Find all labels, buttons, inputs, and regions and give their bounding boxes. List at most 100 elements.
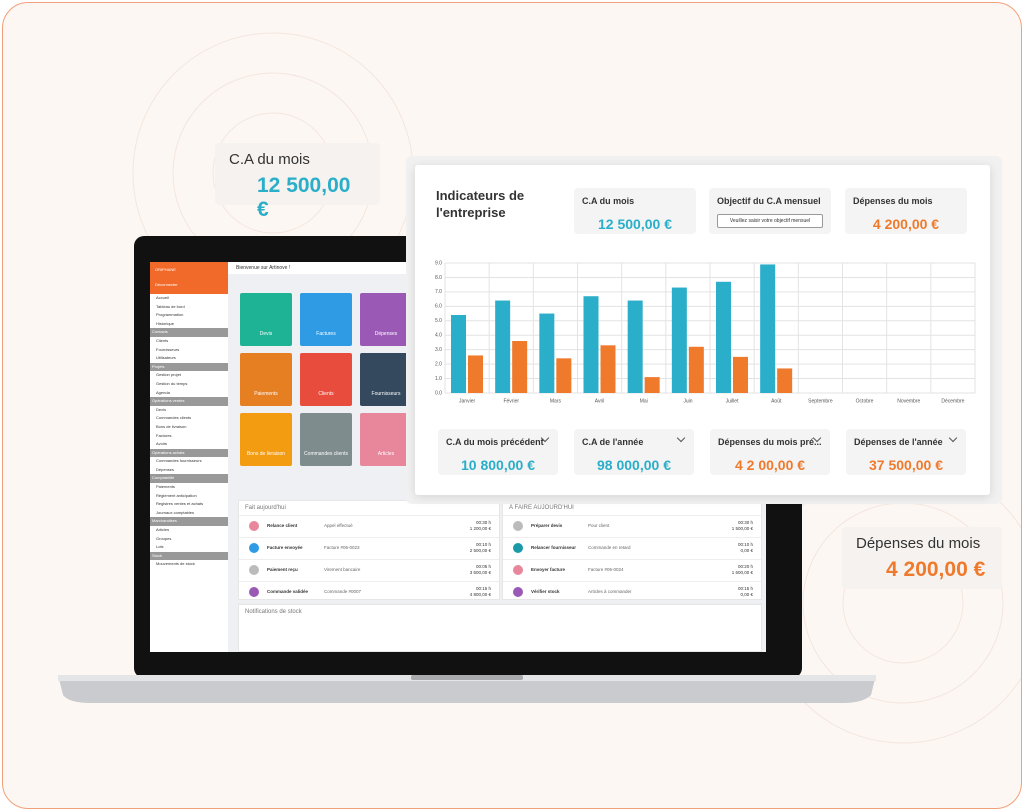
x-tick-label: Septembre	[808, 398, 833, 404]
panel-title: À FAIRE AUJOURD'HUI	[503, 501, 761, 516]
sidebar-item[interactable]: Programmation	[156, 312, 184, 318]
sidebar: Accueil Tableau de bord Programmation Histo…	[150, 294, 228, 652]
sidebar-section[interactable]: Opérations achats	[150, 448, 228, 458]
tile[interactable]: Bons de livraison	[240, 413, 292, 466]
value: 12 500,00 €	[598, 216, 672, 232]
sidebar-item[interactable]: Commandes clients	[156, 415, 192, 421]
value: 4 200,00 €	[872, 216, 940, 232]
sidebar-item[interactable]: Tableau de bord	[156, 303, 185, 309]
sidebar-item[interactable]: Bons de livraison	[156, 423, 187, 429]
sidebar-item[interactable]: Règlement anticipation	[156, 492, 197, 498]
kpi: Dépenses du mois 4 200,00 €	[845, 188, 967, 234]
task-cell: 00:15 h	[475, 586, 491, 591]
y-tick-label: 4.0	[435, 333, 442, 339]
sidebar-item[interactable]: Utilisateurs	[156, 355, 176, 361]
sidebar-item[interactable]: Lots	[156, 544, 164, 550]
x-tick-label: Novembre	[897, 398, 920, 404]
x-tick-label: Août	[771, 398, 782, 404]
bar	[733, 356, 748, 393]
task-cell: Articles à commander	[588, 589, 632, 594]
sidebar-item[interactable]: Paiements	[156, 484, 175, 490]
sidebar-item[interactable]: Gestion projet	[156, 372, 181, 378]
sidebar-item[interactable]: Articles	[156, 527, 170, 533]
task-cell: Virement bancaire	[324, 567, 361, 572]
task-cell: 1 600,00 €	[731, 570, 753, 575]
y-tick-label: 1.0	[435, 376, 442, 382]
task-cell: Commande validée	[267, 589, 309, 594]
dot	[513, 521, 523, 531]
sidebar-item[interactable]: Commandes fournisseurs	[156, 458, 202, 464]
dot	[249, 587, 259, 597]
task-cell: Facture #06-0023	[324, 545, 360, 550]
panel-title: Fait aujourd'hui	[239, 501, 499, 516]
bar	[644, 377, 660, 393]
bar	[600, 345, 616, 393]
y-tick-label: 8.0	[435, 275, 442, 281]
tile[interactable]: Articles	[360, 413, 412, 466]
task-cell: 00:30 h	[737, 520, 753, 525]
objective-input[interactable]: Veuillez saisir votre objectif mensuel	[717, 214, 823, 228]
sidebar-item[interactable]: Fournisseurs	[156, 346, 180, 352]
value: 4 200,00 €	[886, 558, 986, 581]
bar	[671, 287, 687, 393]
tile[interactable]: Fournisseurs	[360, 353, 412, 406]
sidebar-item[interactable]: Accueil	[156, 295, 169, 300]
sidebar-item[interactable]: Journaux comptables	[156, 509, 195, 515]
task-cell: Appel effectué	[324, 523, 353, 528]
task-cell: 0,00 €	[740, 548, 753, 553]
x-tick-label: Juin	[683, 398, 692, 404]
sidebar-section[interactable]: Projets	[150, 362, 228, 372]
sidebar-item[interactable]: Avoirs	[156, 441, 168, 447]
sidebar-item[interactable]: Gestion du temps	[156, 380, 188, 386]
tile[interactable]: Dépenses	[360, 293, 412, 346]
bar-chart: 0.0 1.0 2.0 3.0 4.0 5.0 6.0 7.0 8.0 9.0 Janvier Fév…	[435, 260, 976, 404]
brand: ORIPHANE Déconnecter	[150, 262, 228, 294]
value: 4 2 00,00 €	[734, 457, 806, 473]
bar	[688, 346, 704, 393]
sidebar-section[interactable]: Stock	[150, 551, 228, 561]
task-cell: 2 500,00 €	[469, 548, 491, 553]
tile[interactable]: Devis	[240, 293, 292, 346]
sidebar-item[interactable]: Registres ventes et achats	[156, 501, 204, 507]
dashboard-title: Indicateurs de l'entreprise	[436, 188, 525, 220]
sidebar-item[interactable]: Historique	[156, 320, 175, 326]
y-tick-label: 5.0	[435, 318, 442, 324]
y-tick-label: 0.0	[435, 390, 442, 396]
sidebar-item[interactable]: Mouvements de stock	[156, 561, 195, 567]
sidebar-item[interactable]: Clients	[156, 337, 169, 343]
bar	[760, 264, 776, 393]
sidebar-section[interactable]: Marchandises	[150, 517, 228, 527]
tile[interactable]: Clients	[300, 353, 352, 406]
task-cell: Commande en retard	[588, 545, 631, 550]
y-tick-label: 3.0	[435, 347, 442, 353]
x-tick-label: Avril	[595, 398, 605, 404]
value: 10 800,00 €	[461, 457, 535, 473]
label: C.A du mois précédent	[446, 437, 544, 447]
task-cell: Relance client	[267, 523, 298, 528]
sidebar-item[interactable]: Devis	[156, 406, 167, 412]
sidebar-item[interactable]: Groupes	[156, 535, 172, 541]
brand-name: ORIPHANE	[155, 267, 176, 272]
x-tick-label: Février	[503, 398, 519, 404]
x-tick-label: Décembre	[941, 398, 964, 404]
y-tick-label: 9.0	[435, 260, 442, 266]
dot	[513, 587, 523, 597]
tile[interactable]: Commandes clients	[300, 413, 352, 466]
float-card: C.A du mois 12 500,00 €	[215, 143, 380, 221]
tile[interactable]: Factures	[300, 293, 352, 346]
kpi: C.A du mois 12 500,00 €	[574, 188, 696, 234]
tile[interactable]: Paiements	[240, 353, 292, 406]
task-cell: 4 800,00 €	[469, 592, 491, 597]
sidebar-item[interactable]: Agenda	[156, 389, 170, 395]
sidebar-section[interactable]: Contacts	[150, 328, 228, 337]
bar	[583, 296, 599, 393]
sidebar-item[interactable]: Dépenses	[156, 466, 175, 472]
logout[interactable]: Déconnecter	[155, 282, 178, 287]
sidebar-section[interactable]: Comptabilité	[150, 474, 228, 484]
task-row: Relancer fournisseur Commande en retard 00…	[503, 538, 761, 560]
sidebar-section[interactable]: Opérations ventes	[150, 397, 228, 406]
sidebar-item[interactable]: Factures	[156, 432, 172, 438]
task-cell: Pour client	[588, 523, 610, 528]
